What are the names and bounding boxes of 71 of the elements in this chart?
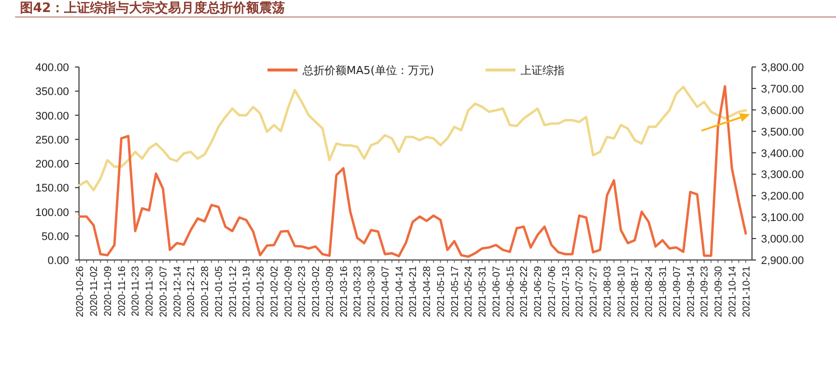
- x-tick-label: 2021-03-30: [366, 266, 378, 318]
- x-tick-label: 2021-06-07: [491, 266, 502, 318]
- y-tick-label: 400.00: [35, 62, 69, 74]
- x-tick-label: 2021-10-14: [727, 266, 738, 318]
- x-tick-label: 2021-01-05: [214, 266, 225, 318]
- x-tick-label: 2021-01-26: [256, 266, 267, 318]
- y-tick-label: 0.00: [48, 255, 69, 267]
- legend-label: 上证综指: [520, 64, 564, 77]
- x-tick-label: 2021-03-16: [338, 266, 350, 318]
- y2-tick-label: 2,900.00: [761, 255, 804, 267]
- y-tick-label: 300.00: [35, 110, 69, 122]
- x-tick-label: 2020-11-09: [102, 266, 114, 316]
- x-tick-label: 2021-09-07: [672, 266, 683, 318]
- x-tick-label: 2021-07-27: [588, 266, 600, 318]
- y-tick-label: 50.00: [41, 230, 69, 243]
- x-tick-label: 2021-07-13: [560, 266, 572, 318]
- x-tick-label: 2021-04-21: [408, 266, 420, 318]
- x-tick-label: 2020-11-16: [116, 266, 128, 316]
- x-tick-label: 2020-11-02: [89, 266, 100, 316]
- x-tick-label: 2021-05-17: [450, 266, 461, 318]
- y2-tick-label: 3,400.00: [761, 148, 804, 160]
- x-tick-label: 2021-01-12: [228, 266, 239, 318]
- x-tick-label: 2020-12-21: [186, 266, 198, 318]
- x-tick-label: 2021-03-02: [311, 266, 322, 318]
- x-tick-label: 2021-10-21: [741, 266, 752, 318]
- y2-tick-label: 3,500.00: [761, 126, 804, 138]
- y2-tick-label: 3,100.00: [761, 212, 804, 224]
- x-tick-label: 2021-08-17: [630, 266, 642, 318]
- x-tick-label: 2020-12-28: [200, 266, 212, 318]
- y2-tick-label: 3,600.00: [761, 104, 804, 117]
- x-tick-label: 2021-08-24: [644, 266, 656, 318]
- x-tick-label: 2020-12-14: [172, 266, 184, 318]
- x-tick-label: 2021-07-20: [574, 266, 586, 318]
- y-tick-label: 100.00: [35, 206, 69, 219]
- x-tick-label: 2020-11-23: [130, 266, 142, 316]
- x-tick-label: 2021-09-23: [700, 266, 711, 318]
- chart-title: 图42：上证综指与大宗交易月度总折价额震荡: [20, 0, 286, 16]
- x-tick-label: 2021-05-31: [478, 266, 489, 318]
- x-tick-label: 2021-07-06: [546, 266, 558, 318]
- x-tick-label: 2021-06-22: [519, 266, 530, 318]
- y2-tick-label: 3,700.00: [761, 83, 804, 96]
- x-tick-label: 2021-04-07: [380, 266, 392, 318]
- x-tick-label: 2021-01-19: [242, 266, 253, 318]
- x-tick-label: 2021-08-03: [602, 266, 614, 318]
- x-tick-label: 2021-05-24: [464, 266, 475, 318]
- y-tick-label: 150.00: [35, 182, 69, 195]
- x-tick-label: 2021-02-23: [297, 266, 308, 318]
- x-tick-label: 2021-09-14: [686, 266, 697, 318]
- y-tick-label: 200.00: [35, 158, 69, 170]
- x-tick-label: 2020-10-26: [75, 266, 86, 318]
- x-tick-label: 2021-02-09: [283, 266, 294, 318]
- x-tick-label: 2021-03-23: [352, 266, 364, 318]
- x-tick-label: 2021-08-10: [616, 266, 628, 318]
- y2-tick-label: 3,200.00: [761, 190, 804, 203]
- x-tick-label: 2021-04-28: [422, 266, 434, 318]
- x-tick-label: 2021-09-30: [714, 266, 725, 318]
- y-tick-label: 250.00: [35, 134, 69, 146]
- x-tick-label: 2021-03-09: [324, 266, 336, 318]
- x-tick-label: 2020-11-30: [144, 266, 156, 316]
- y2-tick-label: 3,800.00: [761, 62, 804, 74]
- y2-tick-label: 3,300.00: [761, 169, 804, 182]
- x-tick-label: 2021-05-10: [436, 266, 447, 318]
- x-tick-label: 2021-06-29: [533, 266, 544, 318]
- x-tick-label: 2020-12-07: [158, 266, 170, 318]
- y2-tick-label: 3,000.00: [761, 234, 804, 246]
- x-tick-label: 2021-04-14: [394, 266, 406, 318]
- legend-label: 总折价额MA5(单位：万元): [302, 64, 434, 77]
- y-tick-label: 350.00: [35, 86, 69, 98]
- x-tick-label: 2021-02-02: [269, 266, 280, 318]
- x-tick-label: 2021-08-31: [658, 266, 669, 318]
- x-tick-label: 2021-06-15: [505, 266, 516, 318]
